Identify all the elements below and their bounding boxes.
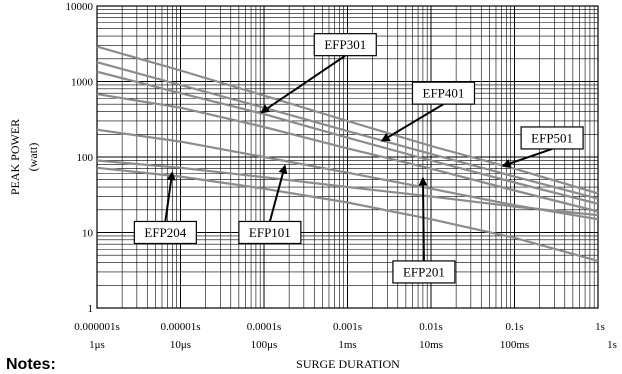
x-tick-label: 0.000001s (74, 321, 120, 333)
callout-arrow-shaft (387, 103, 444, 138)
callout-arrow-shaft (509, 148, 553, 165)
series-line-7 (96, 166, 599, 262)
x-tick-sublabel: 1ms (338, 339, 356, 351)
chart-annotations: EFP301 EFP401 EFP501 EFP204 EFP101 EFP201 (133, 33, 584, 284)
callout-arrow-head (501, 159, 512, 168)
x-tick-sublabel: 100μs (251, 339, 278, 351)
notes-heading: Notes: (6, 356, 56, 373)
callout-arrow-shaft (268, 172, 284, 222)
y-tick-label: 100 (77, 152, 94, 164)
y-tick-label: 1000 (71, 77, 94, 89)
callout-arrow-head (380, 133, 391, 142)
series-line-1 (96, 45, 599, 195)
callout-arrow-shaft (267, 54, 346, 110)
y-axis-label: PEAK POWER (8, 119, 22, 195)
x-tick-sublabel: 1s (607, 339, 617, 351)
callout-label: EFP204 (144, 225, 186, 240)
callout-arrow-shaft (422, 185, 425, 261)
x-tick-sublabel: 10μs (170, 339, 191, 351)
series-line-4 (96, 93, 599, 213)
chart-ticks: 1 10 100 1000 10000 0.000001s 1μs 0.00001s 10μs 0… (66, 1, 617, 351)
x-tick-label: 1s (595, 321, 605, 333)
x-tick-label: 0.1s (505, 321, 523, 333)
callout-arrow-shaft (164, 179, 173, 222)
x-tick-label: 0.001s (333, 321, 362, 333)
x-tick-label: 0.00001s (160, 321, 200, 333)
callout-arrow-head (418, 176, 428, 186)
y-tick-label: 1 (88, 303, 94, 315)
x-tick-sublabel: 10ms (419, 339, 443, 351)
series-line-2 (96, 61, 599, 200)
callout-efp204: EFP204 (133, 171, 197, 245)
callout-label: EFP401 (423, 86, 465, 101)
chart-series (96, 45, 599, 262)
callout-efp301: EFP301 (260, 33, 377, 114)
callout-box (520, 126, 584, 150)
callout-label: EFP301 (324, 37, 366, 52)
series-line-6 (96, 159, 599, 217)
x-tick-sublabel: 100ms (500, 339, 529, 351)
y-tick-label: 10 (82, 228, 94, 240)
x-axis-label: SURGE DURATION (296, 357, 400, 371)
callout-arrow-head (278, 164, 288, 175)
callout-box (133, 220, 197, 245)
y-axis-unit-label: (watt) (26, 143, 40, 172)
callout-arrow-head (260, 104, 271, 114)
callout-efp501: EFP501 (501, 126, 584, 168)
x-tick-label: 0.0001s (247, 321, 282, 333)
series-line-5 (96, 128, 599, 221)
callout-label: EFP101 (249, 225, 291, 240)
x-tick-sublabel: 1μs (89, 339, 105, 351)
callout-efp101: EFP101 (238, 164, 302, 245)
series-line-3 (96, 70, 599, 205)
callout-box (411, 81, 476, 105)
callout-label: EFP201 (403, 264, 445, 279)
y-tick-label: 10000 (66, 1, 94, 13)
callout-arrow-head (166, 171, 176, 181)
callout-box (238, 220, 302, 245)
x-tick-label: 0.01s (419, 321, 443, 333)
plot-frame (96, 5, 599, 309)
callout-label: EFP501 (531, 130, 573, 145)
callout-box (313, 33, 377, 57)
callout-efp201: EFP201 (392, 176, 456, 284)
callout-box (392, 260, 456, 284)
callout-efp401: EFP401 (380, 81, 476, 142)
